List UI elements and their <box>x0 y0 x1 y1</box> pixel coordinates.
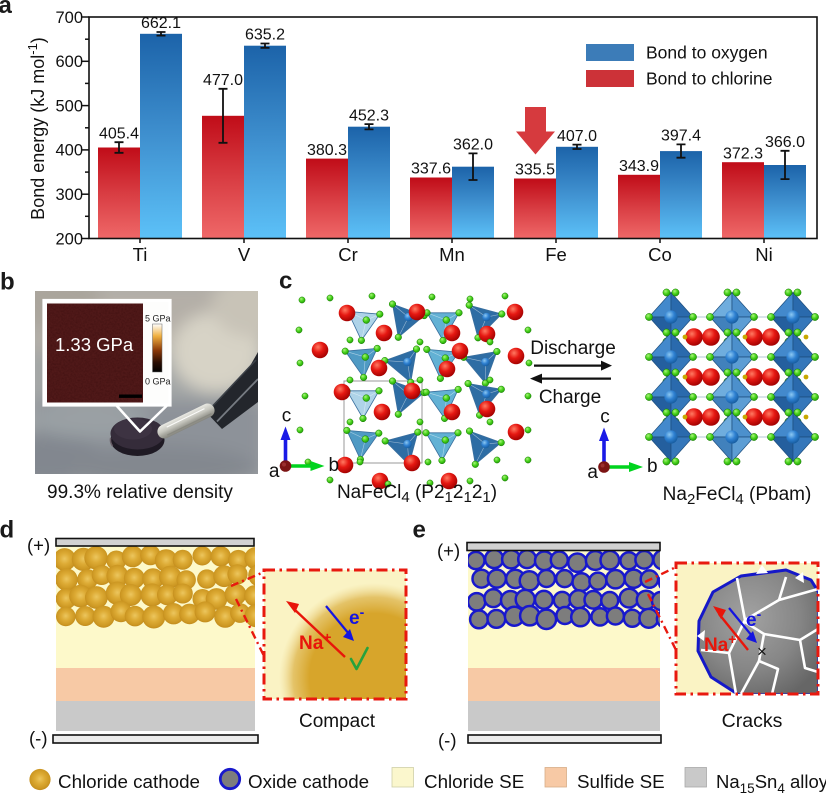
svg-text:×: × <box>757 642 767 661</box>
svg-text:Mn: Mn <box>439 244 465 265</box>
svg-text:Discharge: Discharge <box>530 338 616 359</box>
svg-text:NaFeCl4 (P212121): NaFeCl4 (P212121) <box>337 482 497 506</box>
svg-text:c: c <box>282 406 292 427</box>
svg-text:405.4: 405.4 <box>99 125 139 142</box>
svg-text:a: a <box>0 0 13 19</box>
svg-text:200: 200 <box>55 230 83 248</box>
svg-text:477.0: 477.0 <box>203 72 243 89</box>
svg-text:362.0: 362.0 <box>453 137 493 154</box>
svg-text:Sulfide SE: Sulfide SE <box>577 771 665 792</box>
svg-text:635.2: 635.2 <box>245 27 285 44</box>
svg-text:337.6: 337.6 <box>411 161 451 178</box>
svg-text:Na15Sn4 alloy: Na15Sn4 alloy <box>716 771 826 793</box>
svg-text:Na2FeCl4 (Pbam): Na2FeCl4 (Pbam) <box>663 484 812 508</box>
svg-text:452.3: 452.3 <box>349 107 389 124</box>
svg-text:335.5: 335.5 <box>515 162 555 179</box>
svg-text:(-): (-) <box>438 730 456 751</box>
svg-text:Bond to oxygen: Bond to oxygen <box>646 43 768 63</box>
svg-text:Cracks: Cracks <box>722 710 783 732</box>
svg-text:Ni: Ni <box>755 244 772 265</box>
svg-text:700: 700 <box>55 9 83 27</box>
svg-text:600: 600 <box>55 53 83 71</box>
svg-text:a: a <box>269 461 280 482</box>
svg-text:d: d <box>0 517 14 544</box>
svg-text:(+): (+) <box>27 535 50 556</box>
svg-text:Bond to chlorine: Bond to chlorine <box>646 69 772 89</box>
svg-text:(+): (+) <box>437 540 460 561</box>
svg-text:c: c <box>600 407 610 428</box>
svg-text:380.3: 380.3 <box>307 142 347 159</box>
svg-text:Compact: Compact <box>299 711 376 732</box>
svg-text:b: b <box>647 456 658 477</box>
svg-text:300: 300 <box>55 186 83 204</box>
svg-text:372.3: 372.3 <box>723 145 763 162</box>
svg-text:Charge: Charge <box>539 387 601 408</box>
svg-text:V: V <box>238 244 251 265</box>
svg-text:343.9: 343.9 <box>619 158 659 175</box>
svg-text:e: e <box>413 517 426 544</box>
svg-text:662.1: 662.1 <box>141 15 181 32</box>
svg-text:500: 500 <box>55 97 83 115</box>
svg-text:Chloride SE: Chloride SE <box>424 771 524 792</box>
svg-text:a: a <box>587 462 598 483</box>
svg-text:(-): (-) <box>29 728 47 749</box>
svg-text:397.4: 397.4 <box>661 128 701 145</box>
svg-text:Oxide cathode: Oxide cathode <box>248 771 369 792</box>
svg-text:1.33 GPa: 1.33 GPa <box>55 334 134 355</box>
svg-text:Fe: Fe <box>545 244 567 265</box>
svg-text:0 GPa: 0 GPa <box>145 377 171 387</box>
svg-text:b: b <box>329 455 340 476</box>
svg-text:b: b <box>0 269 15 296</box>
svg-text:400: 400 <box>55 142 83 160</box>
svg-text:Cr: Cr <box>338 244 358 265</box>
svg-text:Co: Co <box>648 244 672 265</box>
svg-text:407.0: 407.0 <box>557 128 597 145</box>
svg-text:Bond energy (kJ mol-1): Bond energy (kJ mol-1) <box>25 37 48 220</box>
svg-text:99.3% relative density: 99.3% relative density <box>47 482 233 503</box>
svg-text:5 GPa: 5 GPa <box>145 314 171 324</box>
svg-text:Chloride cathode: Chloride cathode <box>58 771 200 792</box>
svg-text:Ti: Ti <box>133 244 148 265</box>
svg-text:366.0: 366.0 <box>765 134 805 151</box>
svg-text:c: c <box>279 268 292 295</box>
